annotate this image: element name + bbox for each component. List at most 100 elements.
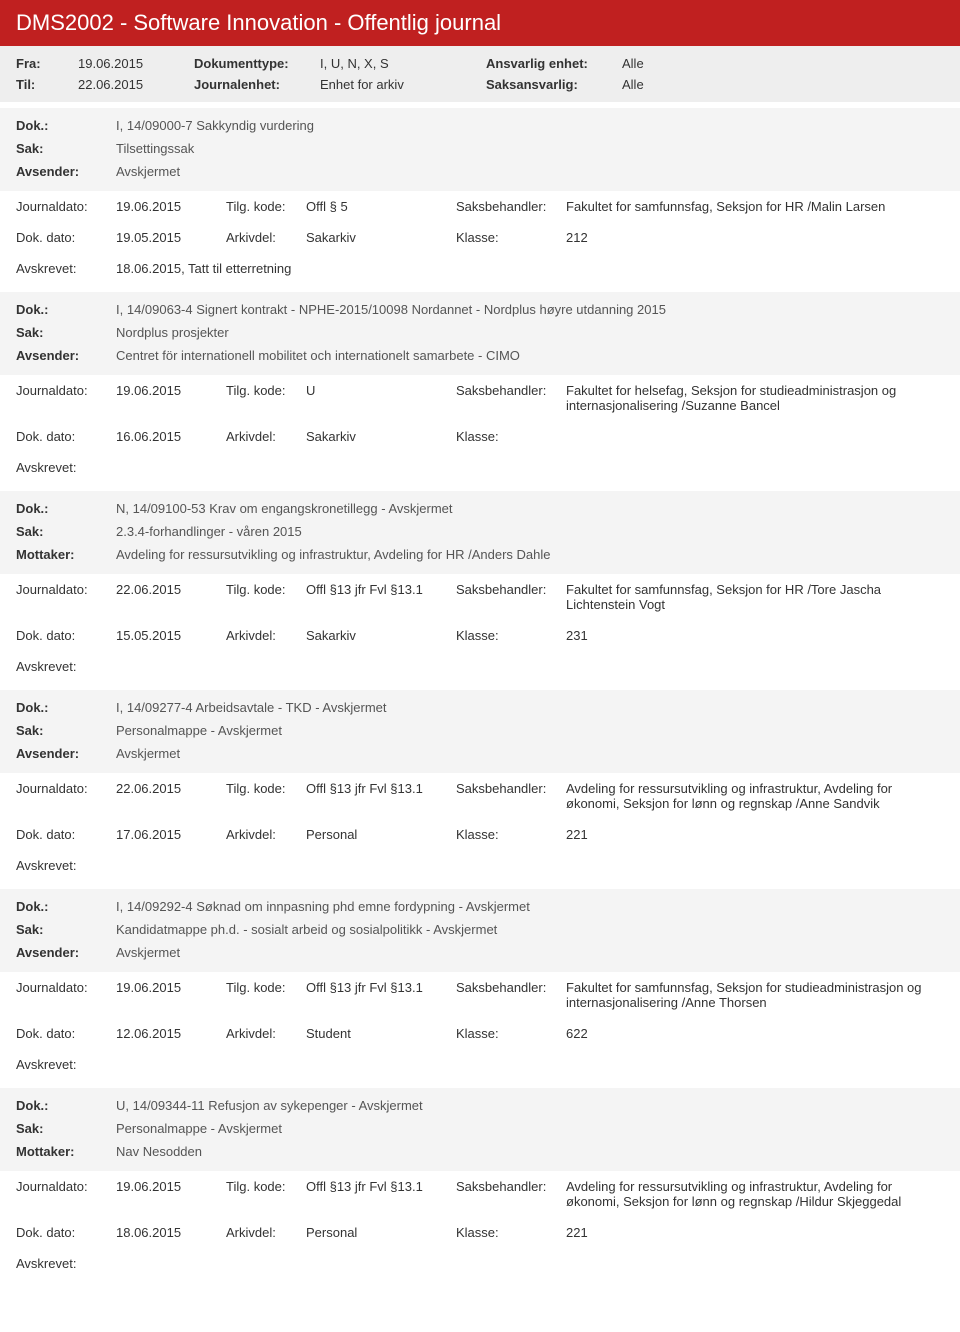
saksbehandler-label: Saksbehandler:	[456, 781, 566, 796]
avskrevet-label: Avskrevet:	[16, 1057, 116, 1072]
sak-value: 2.3.4-forhandlinger - våren 2015	[116, 524, 944, 539]
klasse-value: 212	[566, 230, 944, 245]
journaldato-label: Journaldato:	[16, 1179, 116, 1194]
tilgkode-value: U	[306, 383, 456, 398]
sak-label: Sak:	[16, 141, 116, 156]
dokdato-label: Dok. dato:	[16, 230, 116, 245]
avskrevet-label: Avskrevet:	[16, 659, 116, 674]
sak-label: Sak:	[16, 524, 116, 539]
dokdato-label: Dok. dato:	[16, 827, 116, 842]
party-value: Nav Nesodden	[116, 1144, 944, 1159]
saksbehandler-label: Saksbehandler:	[456, 1179, 566, 1194]
avskrevet-value: 18.06.2015, Tatt til etterretning	[116, 261, 291, 276]
dokdato-label: Dok. dato:	[16, 429, 116, 444]
dok-value: U, 14/09344-11 Refusjon av sykepenger - …	[116, 1098, 944, 1113]
entry-header: Dok.:I, 14/09292-4 Søknad om innpasning …	[0, 889, 960, 972]
filter-bar: Fra: 19.06.2015 Dokumenttype: I, U, N, X…	[0, 46, 960, 102]
saksbehandler-label: Saksbehandler:	[456, 383, 566, 398]
meta-row-1: Journaldato: 19.06.2015 Tilg. kode: Offl…	[0, 191, 960, 222]
klasse-value: 221	[566, 827, 944, 842]
party-label: Mottaker:	[16, 547, 116, 562]
avskrevet-row: Avskrevet:	[0, 1049, 960, 1082]
dokdato-label: Dok. dato:	[16, 1225, 116, 1240]
meta-row-2: Dok. dato: 12.06.2015 Arkivdel: Student …	[0, 1018, 960, 1049]
journal-entry: Dok.:I, 14/09292-4 Søknad om innpasning …	[0, 889, 960, 1082]
entry-header: Dok.:N, 14/09100-53 Krav om engangskrone…	[0, 491, 960, 574]
journal-entry: Dok.:I, 14/09000-7 Sakkyndig vurdering S…	[0, 108, 960, 286]
meta-row-2: Dok. dato: 17.06.2015 Arkivdel: Personal…	[0, 819, 960, 850]
avskrevet-label: Avskrevet:	[16, 261, 116, 276]
klasse-value: 622	[566, 1026, 944, 1041]
tilgkode-value: Offl §13 jfr Fvl §13.1	[306, 1179, 456, 1194]
dok-value: I, 14/09063-4 Signert kontrakt - NPHE-20…	[116, 302, 944, 317]
sak-label: Sak:	[16, 1121, 116, 1136]
dok-label: Dok.:	[16, 302, 116, 317]
journaldato-value: 19.06.2015	[116, 383, 226, 398]
meta-row-1: Journaldato: 22.06.2015 Tilg. kode: Offl…	[0, 773, 960, 819]
dok-value: N, 14/09100-53 Krav om engangskronetille…	[116, 501, 944, 516]
dok-label: Dok.:	[16, 1098, 116, 1113]
doktype-value: I, U, N, X, S	[320, 56, 480, 71]
sak-value: Personalmappe - Avskjermet	[116, 1121, 944, 1136]
klasse-label: Klasse:	[456, 827, 566, 842]
arkivdel-label: Arkivdel:	[226, 1026, 306, 1041]
dok-value: I, 14/09292-4 Søknad om innpasning phd e…	[116, 899, 944, 914]
til-label: Til:	[16, 77, 72, 92]
tilgkode-value: Offl §13 jfr Fvl §13.1	[306, 781, 456, 796]
entry-header: Dok.:I, 14/09277-4 Arbeidsavtale - TKD -…	[0, 690, 960, 773]
tilgkode-label: Tilg. kode:	[226, 199, 306, 214]
dokdato-value: 16.06.2015	[116, 429, 226, 444]
journalenhet-value: Enhet for arkiv	[320, 77, 480, 92]
fra-label: Fra:	[16, 56, 72, 71]
ansvarlig-label: Ansvarlig enhet:	[486, 56, 616, 71]
tilgkode-label: Tilg. kode:	[226, 582, 306, 597]
klasse-value: 221	[566, 1225, 944, 1240]
tilgkode-value: Offl §13 jfr Fvl §13.1	[306, 582, 456, 597]
tilgkode-label: Tilg. kode:	[226, 781, 306, 796]
journaldato-value: 19.06.2015	[116, 980, 226, 995]
party-label: Avsender:	[16, 746, 116, 761]
dokdato-value: 12.06.2015	[116, 1026, 226, 1041]
arkivdel-value: Sakarkiv	[306, 230, 456, 245]
journaldato-value: 22.06.2015	[116, 582, 226, 597]
ansvarlig-value: Alle	[622, 56, 702, 71]
sak-value: Kandidatmappe ph.d. - sosialt arbeid og …	[116, 922, 944, 937]
dokdato-value: 15.05.2015	[116, 628, 226, 643]
arkivdel-label: Arkivdel:	[226, 429, 306, 444]
saksbehandler-label: Saksbehandler:	[456, 980, 566, 995]
party-value: Avskjermet	[116, 164, 944, 179]
meta-row-1: Journaldato: 19.06.2015 Tilg. kode: Offl…	[0, 972, 960, 1018]
party-label: Mottaker:	[16, 1144, 116, 1159]
saksansvarlig-label: Saksansvarlig:	[486, 77, 616, 92]
party-value: Centret för internationell mobilitet och…	[116, 348, 944, 363]
party-label: Avsender:	[16, 348, 116, 363]
party-label: Avsender:	[16, 164, 116, 179]
avskrevet-row: Avskrevet:	[0, 850, 960, 883]
avskrevet-label: Avskrevet:	[16, 1256, 116, 1271]
saksbehandler-value: Fakultet for samfunnsfag, Seksjon for HR…	[566, 199, 944, 214]
tilgkode-label: Tilg. kode:	[226, 383, 306, 398]
arkivdel-label: Arkivdel:	[226, 827, 306, 842]
sak-value: Personalmappe - Avskjermet	[116, 723, 944, 738]
klasse-label: Klasse:	[456, 230, 566, 245]
journal-entry: Dok.:I, 14/09063-4 Signert kontrakt - NP…	[0, 292, 960, 485]
sak-label: Sak:	[16, 325, 116, 340]
arkivdel-value: Student	[306, 1026, 456, 1041]
klasse-label: Klasse:	[456, 628, 566, 643]
meta-row-2: Dok. dato: 19.05.2015 Arkivdel: Sakarkiv…	[0, 222, 960, 253]
entry-header: Dok.:I, 14/09063-4 Signert kontrakt - NP…	[0, 292, 960, 375]
arkivdel-label: Arkivdel:	[226, 1225, 306, 1240]
arkivdel-value: Sakarkiv	[306, 628, 456, 643]
meta-row-1: Journaldato: 22.06.2015 Tilg. kode: Offl…	[0, 574, 960, 620]
dokdato-value: 17.06.2015	[116, 827, 226, 842]
saksbehandler-value: Fakultet for samfunnsfag, Seksjon for HR…	[566, 582, 944, 612]
sak-value: Nordplus prosjekter	[116, 325, 944, 340]
dok-label: Dok.:	[16, 700, 116, 715]
dokdato-label: Dok. dato:	[16, 1026, 116, 1041]
meta-row-2: Dok. dato: 18.06.2015 Arkivdel: Personal…	[0, 1217, 960, 1248]
saksbehandler-label: Saksbehandler:	[456, 199, 566, 214]
page-title: DMS2002 - Software Innovation - Offentli…	[0, 0, 960, 46]
tilgkode-label: Tilg. kode:	[226, 1179, 306, 1194]
saksbehandler-label: Saksbehandler:	[456, 582, 566, 597]
saksbehandler-value: Avdeling for ressursutvikling og infrast…	[566, 781, 944, 811]
